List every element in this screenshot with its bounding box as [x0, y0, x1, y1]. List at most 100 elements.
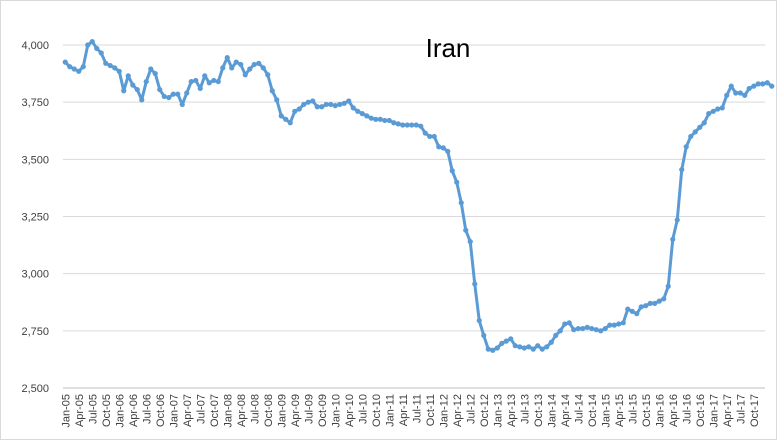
data-point: [535, 343, 541, 349]
data-point: [728, 83, 734, 89]
data-point: [409, 122, 415, 128]
data-point: [337, 101, 343, 108]
data-point: [211, 77, 217, 84]
x-tick-label: Apr-07: [182, 394, 194, 427]
data-point: [494, 345, 500, 351]
data-point: [499, 340, 505, 347]
data-point: [112, 65, 118, 71]
data-point: [503, 338, 509, 344]
x-tick-label: Apr-13: [506, 394, 518, 427]
data-point: [571, 327, 577, 333]
data-point: [85, 42, 91, 48]
data-point: [688, 133, 694, 140]
data-point: [107, 62, 113, 69]
data-point: [377, 116, 383, 122]
data-point: [161, 93, 167, 100]
x-tick-label: Jul-17: [735, 394, 747, 424]
data-point: [215, 78, 221, 85]
x-tick-label: Jul-06: [141, 394, 153, 424]
y-tick-label: 3,750: [21, 97, 49, 109]
data-point: [310, 98, 316, 104]
data-point: [715, 106, 721, 112]
x-tick-label: Apr-05: [74, 394, 86, 427]
y-tick-label: 3,000: [21, 269, 49, 281]
data-point: [737, 90, 743, 96]
series-iran: [62, 38, 775, 353]
data-point: [170, 91, 176, 97]
data-point: [701, 120, 707, 126]
data-point: [319, 104, 325, 110]
data-point: [328, 101, 334, 108]
data-point: [755, 81, 761, 87]
data-point: [638, 304, 644, 310]
data-point: [386, 117, 392, 124]
data-point: [706, 111, 712, 117]
data-point: [553, 332, 559, 339]
x-tick-label: Apr-08: [236, 394, 248, 427]
data-point: [733, 90, 739, 96]
chart-title: Iran: [426, 33, 471, 63]
data-point: [584, 324, 590, 330]
data-point: [458, 200, 464, 206]
x-tick-label: Oct-07: [209, 394, 221, 427]
data-point: [746, 85, 752, 92]
x-tick-label: Oct-08: [263, 394, 275, 427]
x-tick-label: Jan-13: [492, 394, 504, 428]
data-point: [575, 325, 581, 332]
data-point: [580, 325, 586, 332]
x-tick-label: Oct-10: [371, 394, 383, 427]
data-point: [71, 66, 77, 72]
data-point: [350, 105, 356, 111]
data-point: [355, 108, 361, 114]
data-point: [665, 283, 671, 289]
data-point: [341, 100, 347, 106]
data-point: [76, 68, 82, 74]
x-tick-label: Jul-12: [465, 394, 477, 424]
data-point: [404, 122, 410, 128]
data-point: [260, 65, 266, 71]
x-tick-label: Jan-08: [222, 394, 234, 428]
x-tick-label: Jul-09: [303, 394, 315, 424]
series-line: [64, 40, 773, 352]
data-point: [517, 344, 523, 350]
x-tick-label: Apr-15: [614, 394, 626, 427]
data-point: [467, 239, 473, 245]
y-tick-label: 3,500: [21, 154, 49, 166]
data-point: [359, 111, 365, 117]
x-tick-label: Jul-16: [681, 394, 693, 424]
data-point: [314, 104, 320, 110]
y-tick-label: 3,250: [21, 212, 49, 224]
data-point: [364, 113, 370, 119]
data-point: [278, 113, 284, 119]
x-tick-label: Oct-11: [425, 394, 437, 426]
x-tick-label: Jul-10: [357, 394, 369, 424]
data-point: [764, 80, 770, 86]
x-tick-label: Jan-06: [114, 394, 126, 428]
data-point: [67, 64, 73, 70]
x-tick-label: Jul-07: [195, 394, 207, 424]
data-point: [175, 91, 181, 97]
data-point: [751, 83, 757, 89]
x-tick-label: Apr-10: [344, 394, 356, 427]
data-point: [152, 70, 158, 77]
data-point: [526, 344, 532, 350]
data-point: [62, 59, 68, 65]
x-tick-label: Jan-15: [600, 394, 612, 428]
data-point: [373, 116, 379, 122]
data-point: [94, 45, 100, 52]
data-point: [620, 320, 626, 326]
y-tick-label: 2,750: [21, 326, 49, 338]
data-point: [521, 345, 527, 351]
data-point: [134, 86, 140, 93]
data-point: [188, 78, 194, 85]
data-point: [616, 321, 622, 327]
data-point: [445, 148, 451, 154]
data-point: [400, 122, 406, 128]
data-point: [139, 97, 145, 103]
data-point: [179, 101, 185, 108]
data-point: [557, 328, 563, 334]
x-tick-label: Oct-09: [317, 394, 329, 427]
x-tick-label: Apr-09: [290, 394, 302, 427]
